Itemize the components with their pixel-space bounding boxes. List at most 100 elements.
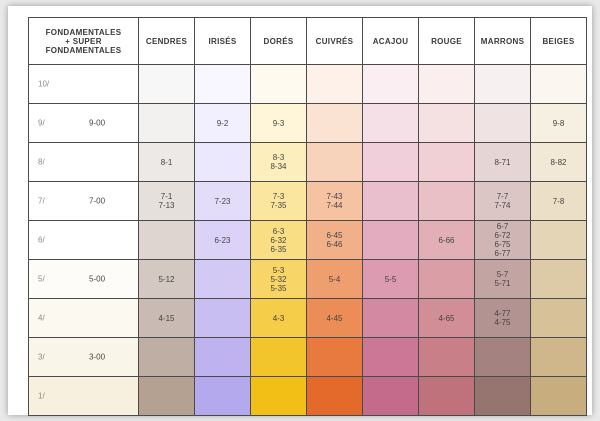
shade-cell-cuivres: 5-4 — [306, 259, 363, 299]
table-row: 7/7-00 7-1 7-13 7-23 7-3 7-35 7-43 7-44 7-7 7… — [28, 181, 587, 221]
shade-cell-irises — [194, 376, 251, 416]
shade-cell-beiges — [530, 298, 587, 338]
header-cuivres: CUIVRÉS — [306, 17, 363, 65]
level-label: 10/ — [38, 79, 50, 89]
color-chart-table: FONDAMENTALES + SUPER FONDAMENTALES CEND… — [28, 17, 587, 416]
table-row: 1/ — [28, 376, 587, 416]
shade-cell-rouge — [418, 142, 475, 182]
shade-cell-cendres — [138, 376, 195, 416]
shade-cell-marrons — [474, 64, 531, 104]
base-shade-code: 5-00 — [89, 274, 106, 284]
base-shade-code: 3-00 — [89, 352, 106, 362]
chart-card: FONDAMENTALES + SUPER FONDAMENTALES CEND… — [8, 6, 592, 416]
shade-cell-irises — [194, 337, 251, 377]
shade-cell-marrons: 4-77 4-75 — [474, 298, 531, 338]
shade-cell-acajou — [362, 142, 419, 182]
shade-cell-acajou: 5-5 — [362, 259, 419, 299]
shade-cell-dores: 7-3 7-35 — [250, 181, 307, 221]
header-irises: IRISÉS — [194, 17, 251, 65]
shade-cell-rouge — [418, 376, 475, 416]
level-cell: 10/ — [28, 64, 139, 104]
shade-cell-irises: 7-23 — [194, 181, 251, 221]
level-cell: 5/5-00 — [28, 259, 139, 299]
shade-cell-dores: 8-3 8-34 — [250, 142, 307, 182]
shade-cell-cendres: 5-12 — [138, 259, 195, 299]
shade-cell-dores — [250, 376, 307, 416]
shade-cell-marrons: 8-71 — [474, 142, 531, 182]
shade-cell-cuivres — [306, 376, 363, 416]
level-cell: 9/9-00 — [28, 103, 139, 143]
shade-cell-cendres — [138, 337, 195, 377]
shade-cell-beiges — [530, 337, 587, 377]
shade-cell-irises — [194, 64, 251, 104]
shade-cell-dores: 5-3 5-32 5-35 — [250, 259, 307, 299]
shade-cell-rouge: 4-65 — [418, 298, 475, 338]
base-shade-code: 7-00 — [89, 196, 106, 206]
shade-cell-cendres — [138, 220, 195, 260]
level-label: 8/ — [38, 157, 45, 167]
shade-cell-beiges: 8-82 — [530, 142, 587, 182]
shade-cell-marrons: 7-7 7-74 — [474, 181, 531, 221]
level-cell: 3/3-00 — [28, 337, 139, 377]
shade-cell-rouge — [418, 259, 475, 299]
level-cell: 1/ — [28, 376, 139, 416]
shade-cell-beiges — [530, 259, 587, 299]
shade-cell-rouge — [418, 181, 475, 221]
table-row: 4/4-15 4-3 4-45 4-65 4-77 4-75 — [28, 298, 587, 338]
shade-cell-dores: 6-3 6-32 6-35 — [250, 220, 307, 260]
shade-cell-rouge: 6-66 — [418, 220, 475, 260]
shade-cell-acajou — [362, 220, 419, 260]
shade-cell-irises: 9-2 — [194, 103, 251, 143]
header-cendres: CENDRES — [138, 17, 195, 65]
shade-cell-beiges — [530, 376, 587, 416]
table-row: 9/9-00 9-2 9-3 9-8 — [28, 103, 587, 143]
level-label: 5/ — [38, 274, 45, 284]
header-beiges: BEIGES — [530, 17, 587, 65]
shade-cell-marrons — [474, 337, 531, 377]
table-row: 5/5-00 5-12 5-3 5-32 5-35 5-4 5-5 5-7 5-71 — [28, 259, 587, 299]
header-acajou: ACAJOU — [362, 17, 419, 65]
shade-cell-irises: 6-23 — [194, 220, 251, 260]
level-label: 6/ — [38, 235, 45, 245]
table-row: 8/8-1 8-3 8-34 8-71 8-82 — [28, 142, 587, 182]
level-cell: 4/ — [28, 298, 139, 338]
shade-cell-acajou — [362, 181, 419, 221]
shade-cell-cuivres: 6-45 6-46 — [306, 220, 363, 260]
shade-cell-acajou — [362, 376, 419, 416]
level-label: 3/ — [38, 352, 45, 362]
shade-cell-marrons — [474, 376, 531, 416]
shade-cell-acajou — [362, 298, 419, 338]
shade-cell-dores: 9-3 — [250, 103, 307, 143]
header-dores: DORÉS — [250, 17, 307, 65]
shade-cell-dores — [250, 337, 307, 377]
table-row: 10/ — [28, 64, 587, 104]
shade-cell-beiges — [530, 220, 587, 260]
header-rouge: ROUGE — [418, 17, 475, 65]
header-fondamentales: FONDAMENTALES + SUPER FONDAMENTALES — [28, 17, 139, 65]
shade-cell-acajou — [362, 103, 419, 143]
level-label: 1/ — [38, 391, 45, 401]
shade-cell-dores: 4-3 — [250, 298, 307, 338]
shade-cell-cuivres — [306, 103, 363, 143]
shade-cell-cendres: 4-15 — [138, 298, 195, 338]
shade-cell-rouge — [418, 64, 475, 104]
level-label: 9/ — [38, 118, 45, 128]
shade-cell-cuivres — [306, 337, 363, 377]
shade-cell-irises — [194, 298, 251, 338]
shade-cell-cendres: 7-1 7-13 — [138, 181, 195, 221]
shade-cell-cuivres — [306, 142, 363, 182]
base-shade-code: 9-00 — [89, 118, 106, 128]
shade-cell-marrons: 6-7 6-72 6-75 6-77 — [474, 220, 531, 260]
header-row: FONDAMENTALES + SUPER FONDAMENTALES CEND… — [28, 17, 587, 65]
shade-cell-beiges: 9-8 — [530, 103, 587, 143]
shade-cell-cuivres: 4-45 — [306, 298, 363, 338]
shade-cell-acajou — [362, 337, 419, 377]
level-cell: 7/7-00 — [28, 181, 139, 221]
table-row: 6/6-23 6-3 6-32 6-35 6-45 6-46 6-66 6-7 6-72… — [28, 220, 587, 260]
shade-cell-beiges — [530, 64, 587, 104]
shade-cell-cuivres: 7-43 7-44 — [306, 181, 363, 221]
level-label: 4/ — [38, 313, 45, 323]
shade-cell-irises — [194, 259, 251, 299]
shade-cell-dores — [250, 64, 307, 104]
level-label: 7/ — [38, 196, 45, 206]
